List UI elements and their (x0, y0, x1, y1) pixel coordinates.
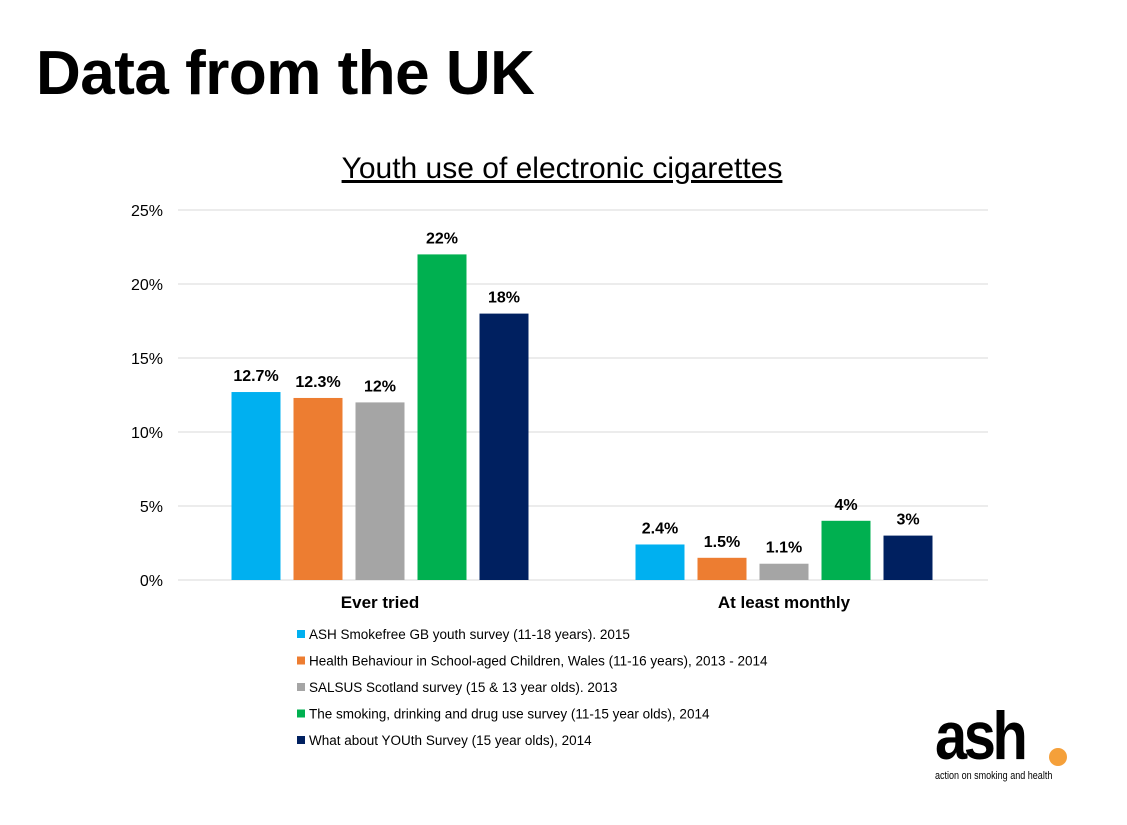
data-label: 2.4% (642, 520, 678, 537)
bar (231, 392, 281, 580)
legend-swatch (297, 736, 305, 744)
data-label: 3% (896, 512, 919, 529)
data-label: 12.3% (295, 374, 340, 391)
bar (821, 520, 871, 580)
bar (635, 544, 685, 580)
data-label: 1.5% (704, 534, 740, 551)
bar (883, 535, 933, 580)
legend-label: The smoking, drinking and drug use surve… (309, 707, 710, 722)
legend-swatch (297, 630, 305, 638)
y-tick-label: 20% (131, 277, 163, 294)
category-label: Ever tried (341, 593, 419, 612)
data-label: 1.1% (766, 540, 802, 557)
ash-logo: ash action on smoking and health (935, 698, 1075, 782)
data-label: 4% (834, 497, 857, 514)
legend-label: ASH Smokefree GB youth survey (11-18 yea… (309, 627, 630, 642)
y-tick-label: 15% (131, 351, 163, 368)
bar (697, 557, 747, 580)
y-tick-label: 25% (131, 203, 163, 220)
y-tick-label: 0% (140, 573, 163, 590)
bar (355, 402, 405, 580)
y-tick-label: 10% (131, 425, 163, 442)
logo-wordmark: ash (935, 698, 1028, 774)
category-label: At least monthly (718, 593, 851, 612)
bar (479, 313, 529, 580)
bar (417, 254, 467, 580)
data-label: 12% (364, 378, 396, 395)
legend-label: SALSUS Scotland survey (15 & 13 year old… (309, 680, 617, 695)
data-label: 18% (488, 290, 520, 307)
legend-swatch (297, 656, 305, 665)
y-tick-label: 5% (140, 499, 163, 516)
slide-title: Data from the UK (36, 39, 535, 108)
bar (759, 563, 809, 580)
legend-label: What about YOUth Survey (15 year olds), … (309, 733, 592, 748)
chart-title: Youth use of electronic cigarettes (342, 152, 783, 185)
bar (293, 397, 343, 580)
data-label: 12.7% (233, 368, 278, 385)
logo-tagline: action on smoking and health (935, 770, 1053, 782)
logo-dot (1049, 748, 1067, 766)
legend-swatch (297, 709, 305, 718)
data-label: 22% (426, 230, 458, 247)
legend-label: Health Behaviour in School-aged Children… (309, 654, 768, 669)
legend-swatch (297, 683, 305, 691)
